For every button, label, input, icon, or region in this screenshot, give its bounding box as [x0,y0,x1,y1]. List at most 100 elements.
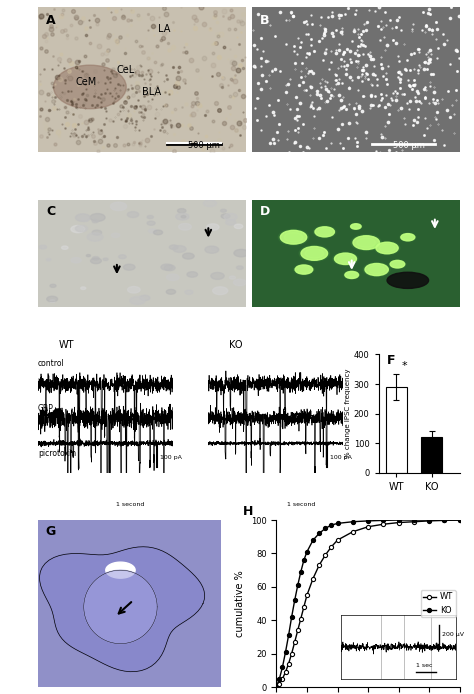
Circle shape [176,213,189,220]
Circle shape [363,262,390,276]
Circle shape [46,259,51,261]
KO [301,556,307,564]
KO [276,675,282,683]
Circle shape [390,260,405,268]
Circle shape [81,287,86,289]
KO [273,683,279,691]
Circle shape [338,255,353,263]
Text: WT: WT [58,341,73,350]
Circle shape [148,229,156,233]
KO [427,516,432,524]
KO [365,517,371,525]
WT [457,516,463,524]
Circle shape [318,228,331,235]
Text: control: control [38,359,64,369]
Circle shape [47,296,58,302]
Circle shape [86,255,91,257]
Circle shape [335,253,356,264]
WT [273,683,279,691]
Circle shape [353,236,380,250]
Text: LA: LA [158,24,171,35]
Circle shape [164,265,175,271]
Circle shape [181,215,186,218]
Circle shape [166,289,175,294]
Circle shape [103,258,108,260]
WT [295,626,301,634]
KO [322,524,328,532]
KO [381,516,386,525]
Text: CeM: CeM [75,77,97,87]
WT [301,602,307,611]
Circle shape [169,245,178,249]
Circle shape [299,246,329,262]
Circle shape [212,247,218,250]
KO [328,521,334,530]
Circle shape [280,230,307,244]
Circle shape [92,219,98,223]
Text: 100 pA: 100 pA [330,455,352,460]
WT [316,561,322,569]
Polygon shape [39,547,205,672]
Y-axis label: % change IPSC frequency: % change IPSC frequency [345,369,351,459]
Circle shape [173,246,186,253]
Circle shape [187,271,198,277]
WT [283,668,288,676]
Circle shape [313,226,336,237]
Text: C: C [46,205,55,218]
Circle shape [376,242,398,254]
Circle shape [284,232,303,242]
Circle shape [234,249,248,257]
Circle shape [87,232,103,242]
Circle shape [403,235,413,239]
Circle shape [220,209,227,212]
Circle shape [50,285,56,287]
Text: KO: KO [228,341,242,350]
KO [457,516,463,524]
KO [442,516,447,524]
WT [292,638,298,646]
Circle shape [205,246,219,253]
KO [350,518,356,526]
Circle shape [347,273,356,278]
KO [335,519,340,527]
KO [295,581,301,589]
Text: picrotoxin: picrotoxin [38,449,76,458]
Text: H: H [243,505,254,518]
Circle shape [62,246,68,249]
Circle shape [315,227,335,237]
Text: 1 second: 1 second [116,502,145,507]
Circle shape [278,229,309,245]
Circle shape [123,264,135,270]
WT [276,679,282,688]
Circle shape [140,295,150,301]
KO [283,648,288,656]
Circle shape [365,264,388,276]
WT [381,520,386,528]
WT [322,551,328,559]
KO [292,596,298,604]
Circle shape [147,215,154,219]
Ellipse shape [387,272,428,289]
Circle shape [182,253,194,259]
KO [304,548,310,556]
WT [286,659,292,668]
Circle shape [203,200,217,207]
Circle shape [392,262,402,266]
Text: CeL: CeL [117,65,135,75]
Circle shape [213,287,228,295]
Circle shape [351,235,382,251]
Circle shape [224,214,237,220]
Circle shape [400,233,416,242]
Circle shape [295,265,313,274]
Y-axis label: cumulative %: cumulative % [235,570,246,637]
Circle shape [91,258,101,264]
Circle shape [90,214,105,221]
Text: 1 second: 1 second [287,502,315,507]
WT [298,614,304,623]
Circle shape [237,266,243,269]
WT [310,575,316,583]
Circle shape [111,233,120,237]
Line: WT: WT [274,518,462,689]
Circle shape [280,230,307,244]
KO [396,516,401,524]
